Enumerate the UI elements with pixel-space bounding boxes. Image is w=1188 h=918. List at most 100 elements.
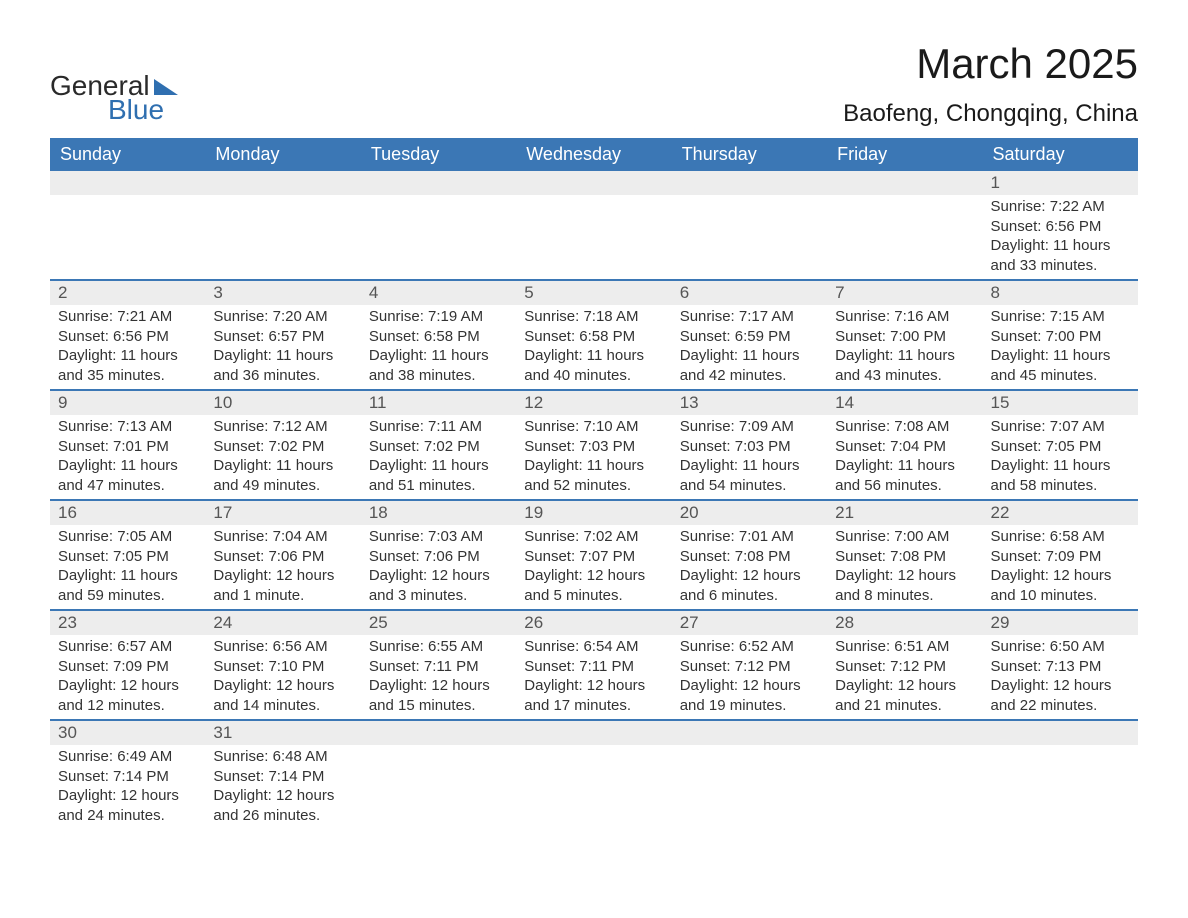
empty-day-body: [516, 745, 671, 823]
calendar-day-cell: 16Sunrise: 7:05 AMSunset: 7:05 PMDayligh…: [50, 500, 205, 610]
sunset-line: Sunset: 7:06 PM: [369, 547, 508, 567]
calendar-day-cell: 30Sunrise: 6:49 AMSunset: 7:14 PMDayligh…: [50, 720, 205, 829]
sunrise-line: Sunrise: 7:10 AM: [524, 417, 663, 437]
day-number: 20: [672, 501, 827, 525]
weekday-header-row: SundayMondayTuesdayWednesdayThursdayFrid…: [50, 138, 1138, 171]
calendar-day-cell: 6Sunrise: 7:17 AMSunset: 6:59 PMDaylight…: [672, 280, 827, 390]
daylight-line: Daylight: 12 hours and 24 minutes.: [58, 786, 197, 825]
empty-day-number: [516, 171, 671, 195]
calendar-day-cell: 14Sunrise: 7:08 AMSunset: 7:04 PMDayligh…: [827, 390, 982, 500]
sunset-line: Sunset: 7:11 PM: [524, 657, 663, 677]
daylight-line: Daylight: 12 hours and 5 minutes.: [524, 566, 663, 605]
day-details: Sunrise: 7:17 AMSunset: 6:59 PMDaylight:…: [672, 305, 827, 389]
sunrise-line: Sunrise: 7:11 AM: [369, 417, 508, 437]
sunset-line: Sunset: 7:05 PM: [991, 437, 1130, 457]
day-number: 25: [361, 611, 516, 635]
calendar-day-cell: 13Sunrise: 7:09 AMSunset: 7:03 PMDayligh…: [672, 390, 827, 500]
calendar-empty-cell: [983, 720, 1138, 829]
daylight-line: Daylight: 12 hours and 8 minutes.: [835, 566, 974, 605]
sunset-line: Sunset: 7:00 PM: [835, 327, 974, 347]
sunset-line: Sunset: 6:57 PM: [213, 327, 352, 347]
calendar-empty-cell: [50, 171, 205, 280]
day-number: 13: [672, 391, 827, 415]
sunset-line: Sunset: 7:03 PM: [524, 437, 663, 457]
day-number: 9: [50, 391, 205, 415]
sunset-line: Sunset: 6:56 PM: [991, 217, 1130, 237]
day-number: 12: [516, 391, 671, 415]
weekday-header: Saturday: [983, 138, 1138, 171]
empty-day-body: [205, 195, 360, 273]
sunrise-line: Sunrise: 6:49 AM: [58, 747, 197, 767]
sunset-line: Sunset: 7:10 PM: [213, 657, 352, 677]
sunset-line: Sunset: 7:12 PM: [835, 657, 974, 677]
month-title: March 2025: [843, 40, 1138, 88]
day-number: 21: [827, 501, 982, 525]
daylight-line: Daylight: 12 hours and 22 minutes.: [991, 676, 1130, 715]
day-number: 15: [983, 391, 1138, 415]
daylight-line: Daylight: 11 hours and 35 minutes.: [58, 346, 197, 385]
sunset-line: Sunset: 7:00 PM: [991, 327, 1130, 347]
calendar-day-cell: 12Sunrise: 7:10 AMSunset: 7:03 PMDayligh…: [516, 390, 671, 500]
sunrise-line: Sunrise: 7:16 AM: [835, 307, 974, 327]
logo-triangle-icon: [154, 79, 178, 95]
calendar-empty-cell: [516, 171, 671, 280]
calendar-day-cell: 17Sunrise: 7:04 AMSunset: 7:06 PMDayligh…: [205, 500, 360, 610]
sunrise-line: Sunrise: 6:54 AM: [524, 637, 663, 657]
sunrise-line: Sunrise: 7:19 AM: [369, 307, 508, 327]
day-number: 31: [205, 721, 360, 745]
calendar-day-cell: 4Sunrise: 7:19 AMSunset: 6:58 PMDaylight…: [361, 280, 516, 390]
daylight-line: Daylight: 11 hours and 36 minutes.: [213, 346, 352, 385]
calendar-day-cell: 19Sunrise: 7:02 AMSunset: 7:07 PMDayligh…: [516, 500, 671, 610]
sunset-line: Sunset: 7:12 PM: [680, 657, 819, 677]
sunset-line: Sunset: 7:01 PM: [58, 437, 197, 457]
day-number: 11: [361, 391, 516, 415]
sunrise-line: Sunrise: 6:52 AM: [680, 637, 819, 657]
day-details: Sunrise: 7:03 AMSunset: 7:06 PMDaylight:…: [361, 525, 516, 609]
sunset-line: Sunset: 7:06 PM: [213, 547, 352, 567]
logo-text-blue: Blue: [108, 94, 164, 126]
day-number: 19: [516, 501, 671, 525]
sunset-line: Sunset: 7:08 PM: [835, 547, 974, 567]
day-number: 5: [516, 281, 671, 305]
sunrise-line: Sunrise: 6:58 AM: [991, 527, 1130, 547]
day-details: Sunrise: 7:20 AMSunset: 6:57 PMDaylight:…: [205, 305, 360, 389]
calendar-empty-cell: [672, 171, 827, 280]
sunset-line: Sunset: 6:59 PM: [680, 327, 819, 347]
day-number: 24: [205, 611, 360, 635]
sunrise-line: Sunrise: 7:00 AM: [835, 527, 974, 547]
sunset-line: Sunset: 7:11 PM: [369, 657, 508, 677]
day-number: 10: [205, 391, 360, 415]
day-number: 26: [516, 611, 671, 635]
sunrise-line: Sunrise: 7:13 AM: [58, 417, 197, 437]
daylight-line: Daylight: 12 hours and 12 minutes.: [58, 676, 197, 715]
sunrise-line: Sunrise: 7:22 AM: [991, 197, 1130, 217]
empty-day-number: [516, 721, 671, 745]
calendar-week-row: 16Sunrise: 7:05 AMSunset: 7:05 PMDayligh…: [50, 500, 1138, 610]
daylight-line: Daylight: 11 hours and 33 minutes.: [991, 236, 1130, 275]
calendar-day-cell: 29Sunrise: 6:50 AMSunset: 7:13 PMDayligh…: [983, 610, 1138, 720]
day-details: Sunrise: 6:48 AMSunset: 7:14 PMDaylight:…: [205, 745, 360, 829]
day-number: 8: [983, 281, 1138, 305]
sunset-line: Sunset: 6:58 PM: [369, 327, 508, 347]
calendar-empty-cell: [361, 171, 516, 280]
empty-day-body: [827, 745, 982, 823]
sunset-line: Sunset: 6:56 PM: [58, 327, 197, 347]
daylight-line: Daylight: 12 hours and 15 minutes.: [369, 676, 508, 715]
empty-day-number: [361, 171, 516, 195]
calendar-day-cell: 31Sunrise: 6:48 AMSunset: 7:14 PMDayligh…: [205, 720, 360, 829]
calendar-day-cell: 11Sunrise: 7:11 AMSunset: 7:02 PMDayligh…: [361, 390, 516, 500]
calendar-day-cell: 20Sunrise: 7:01 AMSunset: 7:08 PMDayligh…: [672, 500, 827, 610]
sunrise-line: Sunrise: 7:20 AM: [213, 307, 352, 327]
sunset-line: Sunset: 6:58 PM: [524, 327, 663, 347]
calendar-week-row: 2Sunrise: 7:21 AMSunset: 6:56 PMDaylight…: [50, 280, 1138, 390]
sunset-line: Sunset: 7:09 PM: [991, 547, 1130, 567]
day-number: 30: [50, 721, 205, 745]
empty-day-body: [827, 195, 982, 273]
calendar-empty-cell: [827, 720, 982, 829]
calendar-day-cell: 26Sunrise: 6:54 AMSunset: 7:11 PMDayligh…: [516, 610, 671, 720]
day-details: Sunrise: 7:18 AMSunset: 6:58 PMDaylight:…: [516, 305, 671, 389]
day-details: Sunrise: 7:15 AMSunset: 7:00 PMDaylight:…: [983, 305, 1138, 389]
daylight-line: Daylight: 12 hours and 1 minute.: [213, 566, 352, 605]
day-number: 3: [205, 281, 360, 305]
empty-day-body: [516, 195, 671, 273]
